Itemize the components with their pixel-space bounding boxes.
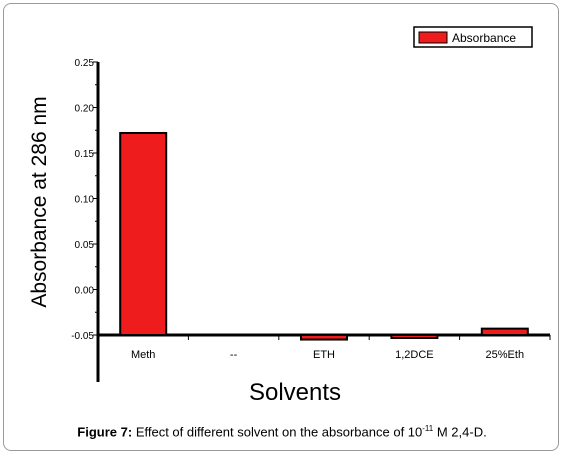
- x-tick-label: --: [230, 349, 238, 361]
- figure-caption: Figure 7: Effect of different solvent on…: [0, 424, 564, 439]
- y-tick-label: 0.20: [75, 104, 95, 115]
- legend-swatch: [418, 31, 448, 44]
- y-axis-title: Absorbance at 286 nm: [28, 96, 51, 307]
- figure-frame: [3, 3, 559, 451]
- caption-text: Effect of different solvent on the absor…: [132, 424, 423, 440]
- legend-label: Absorbance: [452, 31, 516, 45]
- bar-eth: [300, 334, 348, 341]
- caption-label: Figure 7:: [77, 424, 133, 440]
- caption-exponent: -11: [422, 424, 434, 433]
- x-axis-title: Solvents: [249, 379, 341, 406]
- bar-1-2dce: [390, 334, 439, 339]
- y-tick-label: -0.05: [71, 331, 94, 342]
- y-tick-label: 0.05: [75, 240, 95, 251]
- y-tick-label: 0.10: [75, 195, 95, 206]
- y-tick-label: 0.25: [75, 58, 95, 69]
- x-tick-label: ETH: [313, 349, 335, 361]
- y-tick-label: 0.00: [75, 286, 95, 297]
- y-tick-label: 0.15: [75, 149, 95, 160]
- bar-25-eth: [480, 327, 529, 337]
- x-tick-label: 25%Eth: [486, 349, 525, 361]
- caption-text-end: M 2,4-D.: [433, 424, 487, 440]
- bar-meth: [119, 131, 168, 336]
- bar-chart: -0.05 0.00 0.05 0.10 0.15 0.20 0.25 Absorbance …: [28, 26, 551, 406]
- x-tick-label: 1,2DCE: [395, 349, 434, 361]
- x-tick-label: Meth: [131, 349, 155, 361]
